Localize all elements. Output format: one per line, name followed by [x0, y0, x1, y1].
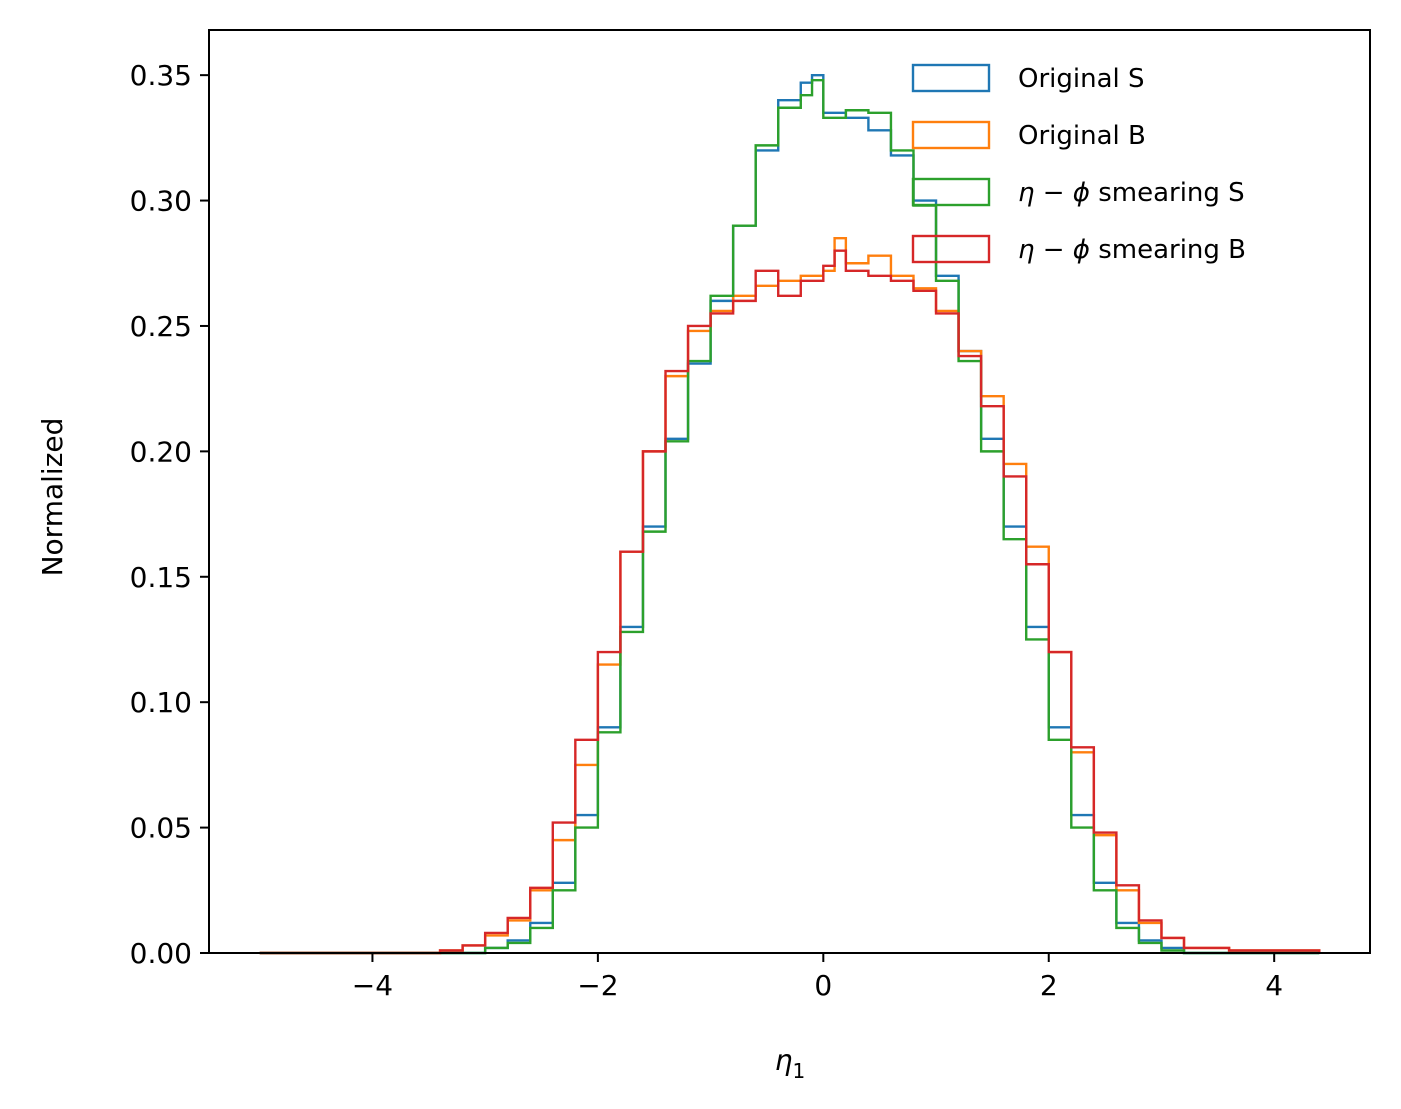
legend-label-1-symbol: Original B: [1018, 121, 1146, 151]
legend-label-2-text: smearing S: [1090, 178, 1245, 208]
x-axis-label: η1: [775, 1044, 805, 1083]
legend-label-3-text: smearing B: [1090, 235, 1246, 265]
x-tick-label-3: 2: [1040, 969, 1058, 1002]
y-tick-label-1: 0.05: [130, 812, 192, 845]
legend-label-0: Original S: [1018, 64, 1145, 94]
legend-label-2: η − ϕ smearing S: [1018, 178, 1245, 208]
x-axis-label-symbol: η: [775, 1044, 793, 1077]
y-tick-label-6: 0.30: [130, 185, 192, 218]
legend-label-3: η − ϕ smearing B: [1018, 235, 1246, 265]
legend-label-1: Original B: [1018, 121, 1146, 151]
x-tick-label-2: 0: [814, 969, 832, 1002]
series-layer: [259, 73, 1321, 955]
legend-label-2-symbol: η − ϕ: [1018, 178, 1090, 208]
x-tick-label-1: −2: [577, 969, 618, 1002]
y-axis-label: Normalized: [36, 418, 69, 577]
legend-label-3-symbol: η − ϕ: [1018, 235, 1090, 265]
x-axis-label-subscript: 1: [793, 1059, 806, 1083]
legend-swatch-3: [911, 234, 991, 264]
series-1-line: [259, 236, 1321, 955]
y-tick-label-3: 0.15: [130, 561, 192, 594]
x-axis: −4 −2 0 2 4: [352, 953, 1283, 1002]
x-tick-label-4: 4: [1265, 969, 1283, 1002]
y-tick-label-7: 0.35: [130, 59, 192, 92]
y-tick-label-4: 0.20: [130, 435, 192, 468]
y-tick-label-0: 0.00: [130, 937, 192, 970]
legend-swatch-2: [911, 177, 991, 207]
series-2-line: [259, 78, 1320, 955]
legend-label-0-symbol: Original S: [1018, 64, 1145, 94]
y-tick-label-2: 0.10: [130, 686, 192, 719]
series-3-line: [259, 249, 1321, 955]
legend-swatch-1: [911, 120, 991, 150]
legend-swatch-0: [911, 63, 991, 93]
x-tick-label-0: −4: [352, 969, 393, 1002]
plot-frame: [208, 29, 1371, 954]
y-tick-label-5: 0.25: [130, 310, 192, 343]
y-axis: 0.00 0.05 0.10 0.15 0.20 0.25 0.30 0.35: [130, 59, 209, 970]
